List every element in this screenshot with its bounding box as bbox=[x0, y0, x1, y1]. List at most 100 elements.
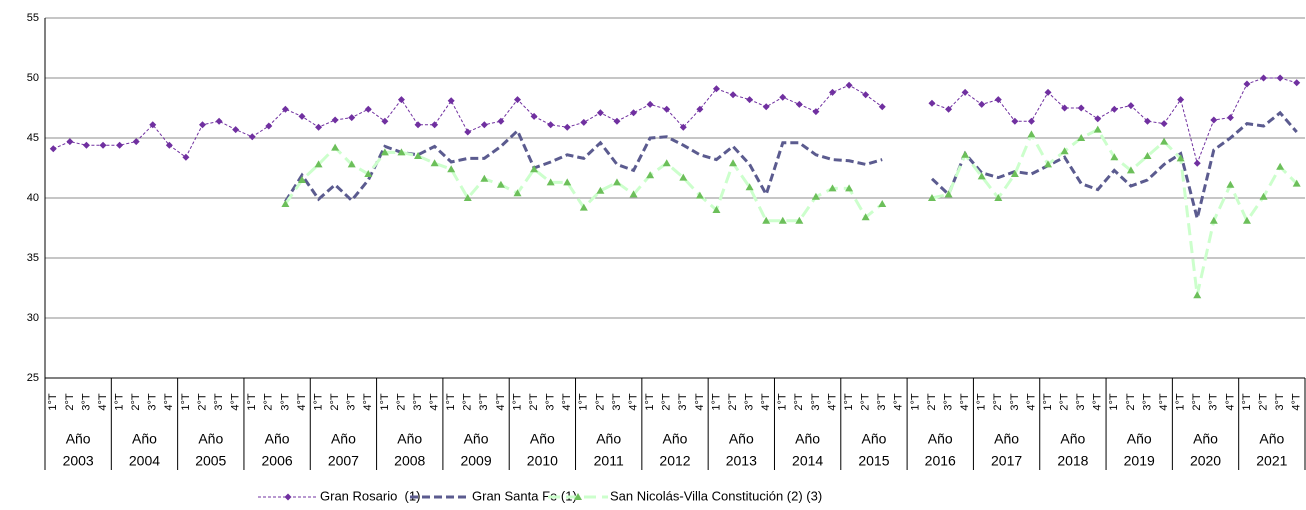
x-tick-label: 4°T bbox=[429, 393, 441, 411]
x-tick-label: 2°T bbox=[528, 393, 540, 411]
point bbox=[612, 178, 621, 186]
point bbox=[563, 178, 572, 186]
point bbox=[729, 159, 738, 167]
point bbox=[762, 216, 771, 224]
point bbox=[828, 184, 837, 192]
x-tick-label: 4°T bbox=[230, 393, 242, 411]
point bbox=[248, 133, 256, 141]
x-tick-label: 1°T bbox=[1042, 393, 1054, 411]
point bbox=[447, 97, 455, 105]
point bbox=[1144, 117, 1151, 125]
x-tick-label: 1°T bbox=[578, 393, 590, 411]
point bbox=[1011, 117, 1019, 125]
x-tick-label: 2°T bbox=[594, 393, 606, 411]
x-tick-label: 3°T bbox=[478, 393, 490, 411]
x-tick-label: 3°T bbox=[412, 393, 424, 411]
x-tick-label: 1°T bbox=[312, 393, 324, 411]
x-tick-label: 1°T bbox=[843, 393, 855, 411]
point bbox=[746, 96, 754, 104]
group-label: 2021 bbox=[1256, 453, 1287, 469]
point bbox=[199, 121, 206, 129]
point bbox=[82, 141, 90, 149]
point bbox=[978, 100, 986, 108]
x-tick-label: 1°T bbox=[976, 393, 988, 411]
x-tick-label: 3°T bbox=[1274, 393, 1286, 411]
point bbox=[1027, 117, 1035, 125]
x-tick-label: 4°T bbox=[561, 393, 573, 411]
point bbox=[745, 183, 754, 191]
series-line bbox=[53, 77, 1297, 165]
x-tick-label: 1°T bbox=[445, 393, 457, 411]
point bbox=[1077, 134, 1086, 141]
group-label: 2019 bbox=[1124, 453, 1155, 469]
point bbox=[1110, 153, 1119, 161]
point bbox=[1259, 192, 1268, 200]
x-tick-label: 3°T bbox=[1141, 393, 1153, 411]
x-tick-label: 4°T bbox=[1025, 393, 1037, 411]
legend-label: Gran Rosario (1) bbox=[320, 488, 420, 503]
point bbox=[1110, 105, 1118, 113]
x-tick-label: 2°T bbox=[196, 393, 208, 411]
x-tick-label: 4°T bbox=[1158, 393, 1170, 411]
x-tick-label: 1°T bbox=[47, 393, 59, 411]
x-tick-label: 2°T bbox=[130, 393, 142, 411]
x-tick-label: 2°T bbox=[793, 393, 805, 411]
point bbox=[580, 118, 588, 126]
x-tick-label: 3°T bbox=[147, 393, 159, 411]
point bbox=[348, 114, 356, 122]
x-tick-label: 1°T bbox=[1175, 393, 1187, 411]
group-label: 2009 bbox=[460, 453, 491, 469]
x-tick-label: 4°T bbox=[1224, 393, 1236, 411]
x-tick-label: 2°T bbox=[661, 393, 673, 411]
group-label: Año bbox=[1060, 431, 1085, 447]
group-label: Año bbox=[66, 431, 91, 447]
point bbox=[1242, 216, 1251, 224]
x-tick-label: 1°T bbox=[511, 393, 523, 411]
point bbox=[447, 165, 456, 173]
point bbox=[546, 178, 555, 186]
x-tick-label: 3°T bbox=[213, 393, 225, 411]
point bbox=[99, 141, 107, 149]
point bbox=[1093, 125, 1102, 133]
y-tick-label: 30 bbox=[27, 312, 39, 324]
group-label: 2017 bbox=[991, 453, 1022, 469]
point bbox=[778, 216, 787, 224]
point bbox=[977, 172, 986, 180]
x-tick-label: 1°T bbox=[180, 393, 192, 411]
x-tick-label: 2°T bbox=[860, 393, 872, 411]
group-label: Año bbox=[1127, 431, 1152, 447]
group-label: 2004 bbox=[129, 453, 160, 469]
y-tick-label: 50 bbox=[27, 72, 39, 84]
group-label: 2020 bbox=[1190, 453, 1221, 469]
point bbox=[878, 200, 887, 207]
point bbox=[662, 159, 671, 167]
x-tick-label: 4°T bbox=[97, 393, 109, 411]
point bbox=[1010, 170, 1019, 177]
x-tick-label: 3°T bbox=[677, 393, 689, 411]
x-tick-label: 1°T bbox=[909, 393, 921, 411]
point bbox=[530, 165, 539, 173]
point bbox=[513, 189, 522, 197]
group-label: 2010 bbox=[527, 453, 558, 469]
point bbox=[66, 138, 74, 146]
y-tick-label: 45 bbox=[27, 132, 39, 144]
group-label: Año bbox=[1259, 431, 1284, 447]
x-tick-label: 2°T bbox=[992, 393, 1004, 411]
point bbox=[679, 123, 687, 131]
legend-label: Gran Santa Fe (1) bbox=[472, 488, 577, 503]
point bbox=[1176, 154, 1185, 162]
point bbox=[663, 105, 671, 113]
point bbox=[646, 100, 654, 108]
x-tick-label: 1°T bbox=[1108, 393, 1120, 411]
point bbox=[1126, 166, 1135, 174]
point bbox=[314, 160, 323, 168]
point bbox=[579, 203, 588, 211]
point bbox=[945, 105, 953, 113]
point bbox=[1044, 160, 1053, 168]
y-tick-label: 55 bbox=[27, 12, 39, 24]
x-tick-label: 1°T bbox=[1241, 393, 1253, 411]
group-label: Año bbox=[994, 431, 1019, 447]
group-label: 2005 bbox=[195, 453, 226, 469]
point bbox=[414, 121, 422, 129]
point bbox=[596, 186, 605, 194]
